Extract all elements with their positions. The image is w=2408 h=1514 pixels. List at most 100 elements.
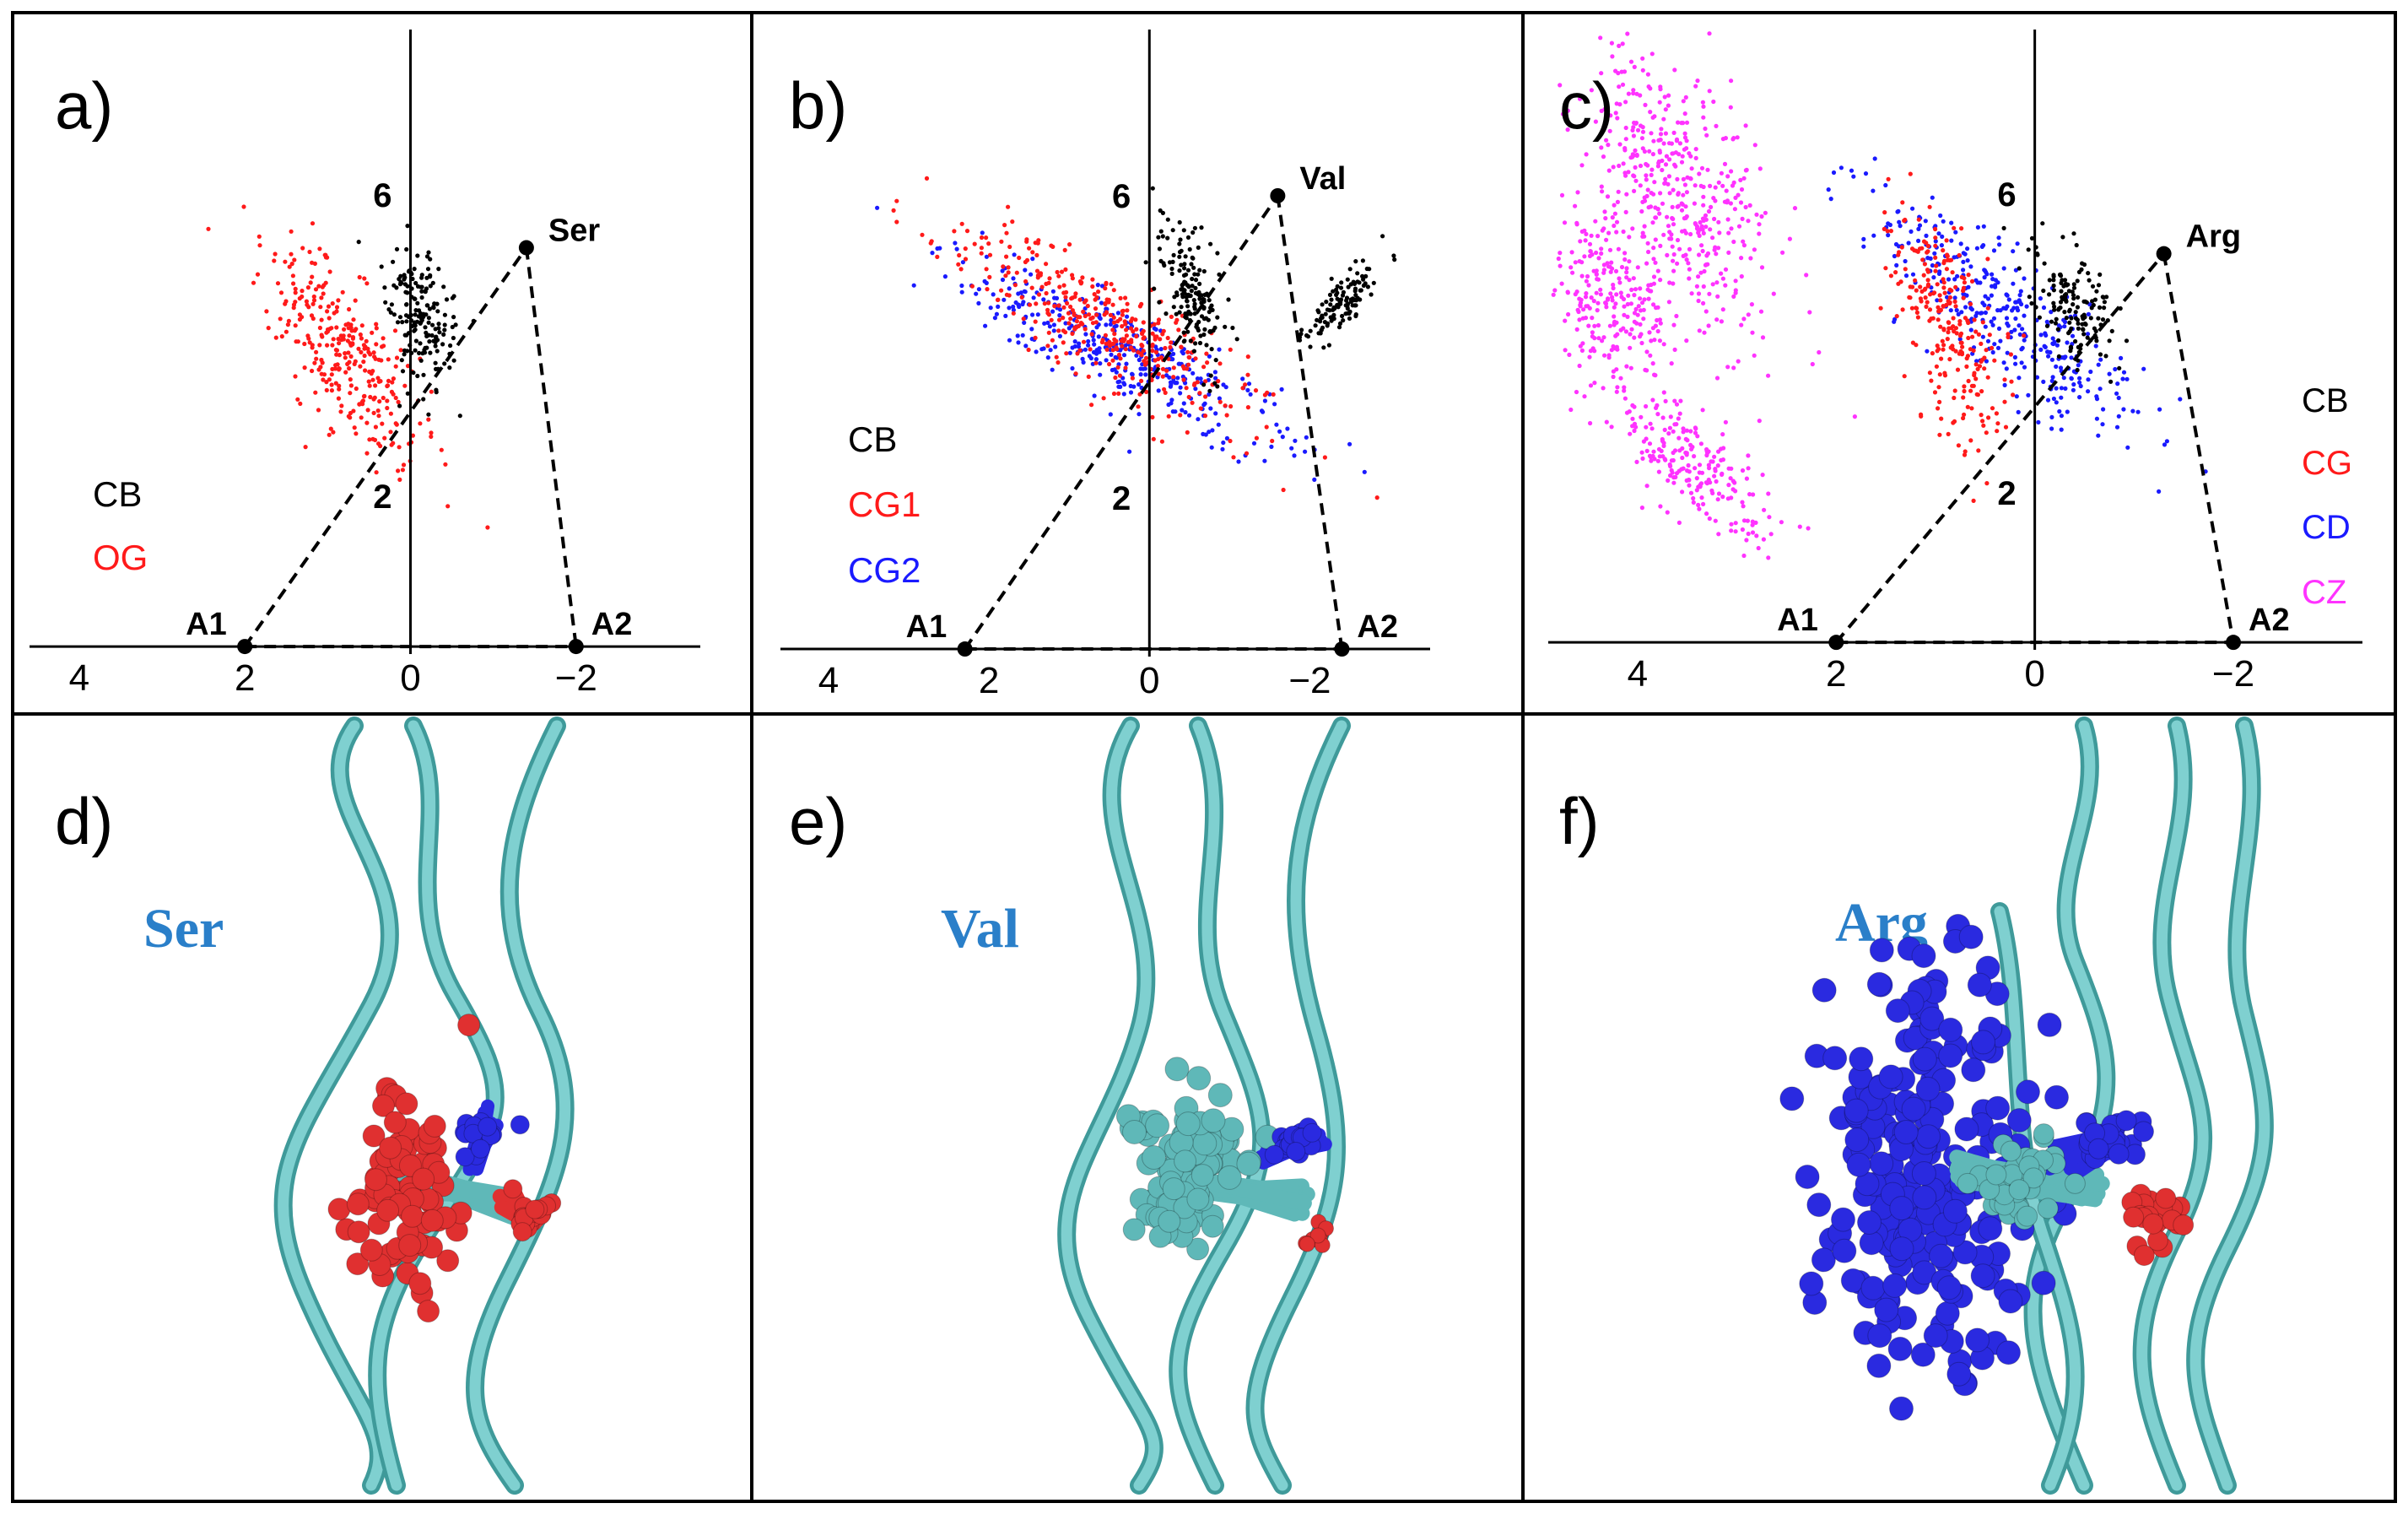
data-point bbox=[1888, 229, 1893, 234]
data-point bbox=[1355, 271, 1360, 276]
data-point bbox=[1352, 286, 1358, 291]
data-point bbox=[1581, 307, 1586, 312]
data-point bbox=[1913, 278, 1918, 283]
data-point bbox=[1645, 72, 1650, 77]
data-point bbox=[1693, 183, 1698, 188]
data-point bbox=[1034, 301, 1039, 306]
data-point bbox=[1083, 306, 1088, 311]
anchor-edge bbox=[524, 247, 578, 647]
data-point bbox=[1746, 312, 1751, 317]
data-point bbox=[329, 326, 334, 331]
data-point bbox=[1941, 343, 1946, 348]
data-point bbox=[293, 286, 298, 291]
data-point bbox=[1042, 321, 1047, 326]
data-point bbox=[2017, 293, 2022, 298]
x-tick-label: 4 bbox=[818, 660, 839, 701]
data-point bbox=[1150, 331, 1155, 336]
data-point bbox=[1768, 532, 1774, 537]
data-point bbox=[1178, 413, 1183, 418]
data-point bbox=[2008, 352, 2013, 357]
atom bbox=[1965, 1327, 1990, 1353]
data-point bbox=[1603, 216, 1608, 221]
data-point bbox=[1632, 335, 1637, 340]
data-point bbox=[1601, 386, 1606, 391]
data-point bbox=[321, 377, 326, 382]
data-point bbox=[2098, 272, 2103, 277]
data-point bbox=[1186, 394, 1191, 400]
data-point bbox=[251, 280, 256, 285]
data-point bbox=[1096, 334, 1101, 339]
series-CG2 bbox=[875, 205, 1367, 483]
data-point bbox=[1968, 438, 1973, 443]
x-tick-label: −2 bbox=[1288, 660, 1331, 701]
data-point bbox=[1953, 284, 1958, 289]
data-point bbox=[1334, 287, 1339, 292]
data-point bbox=[307, 249, 312, 255]
data-point bbox=[1600, 338, 1605, 343]
data-point bbox=[2042, 261, 2047, 266]
data-point bbox=[327, 432, 332, 437]
data-point bbox=[1701, 218, 1706, 223]
data-point bbox=[1558, 83, 1563, 88]
data-point bbox=[1207, 354, 1212, 359]
data-point bbox=[1984, 481, 1990, 486]
data-point bbox=[379, 264, 384, 269]
data-point bbox=[1594, 290, 1599, 295]
data-point bbox=[1585, 273, 1590, 279]
data-point bbox=[1656, 469, 1661, 474]
data-point bbox=[312, 360, 317, 365]
data-point bbox=[1083, 298, 1088, 303]
atom bbox=[455, 1147, 475, 1167]
data-point bbox=[1964, 364, 1969, 369]
data-point bbox=[310, 368, 315, 374]
data-point bbox=[1666, 300, 1671, 305]
data-point bbox=[994, 311, 999, 316]
atom bbox=[1145, 1113, 1170, 1138]
data-point bbox=[1861, 236, 1866, 241]
atom bbox=[1867, 1323, 1892, 1349]
data-point bbox=[1966, 284, 1971, 289]
data-point bbox=[329, 382, 334, 387]
data-point bbox=[1660, 201, 1666, 206]
atom bbox=[1806, 1192, 1832, 1218]
data-point bbox=[2051, 283, 2056, 289]
data-point bbox=[1109, 317, 1114, 323]
data-point bbox=[1927, 318, 1932, 323]
data-point bbox=[421, 372, 426, 377]
data-point bbox=[383, 300, 388, 305]
data-point bbox=[2116, 414, 2121, 419]
data-point bbox=[428, 284, 433, 289]
data-point bbox=[1264, 424, 1269, 430]
data-point bbox=[334, 325, 339, 330]
data-point bbox=[1057, 313, 1062, 318]
data-point bbox=[1000, 268, 1005, 273]
data-point bbox=[1150, 349, 1155, 354]
data-point bbox=[1293, 438, 1298, 443]
data-point bbox=[1196, 289, 1201, 295]
data-point bbox=[1212, 381, 1217, 386]
data-point bbox=[1045, 355, 1050, 360]
data-point bbox=[2065, 340, 2070, 345]
data-point bbox=[1941, 327, 1946, 332]
data-point bbox=[1228, 347, 1233, 352]
data-point bbox=[1106, 300, 1111, 305]
data-point bbox=[1269, 444, 1274, 450]
data-point bbox=[1945, 295, 1950, 300]
data-point bbox=[1984, 348, 1989, 353]
atom bbox=[2173, 1214, 2195, 1236]
data-point bbox=[1744, 538, 1749, 543]
data-point bbox=[2056, 338, 2061, 343]
data-point bbox=[1661, 441, 1666, 446]
data-point bbox=[1184, 386, 1189, 391]
data-point bbox=[999, 239, 1004, 244]
data-point bbox=[1687, 176, 1693, 181]
data-point bbox=[380, 421, 385, 426]
data-point bbox=[2022, 333, 2027, 338]
data-point bbox=[1061, 328, 1066, 333]
data-point bbox=[423, 325, 428, 330]
data-point bbox=[1677, 141, 1682, 146]
data-point bbox=[1174, 381, 1180, 386]
data-point bbox=[341, 337, 346, 342]
data-point bbox=[1715, 463, 1720, 468]
